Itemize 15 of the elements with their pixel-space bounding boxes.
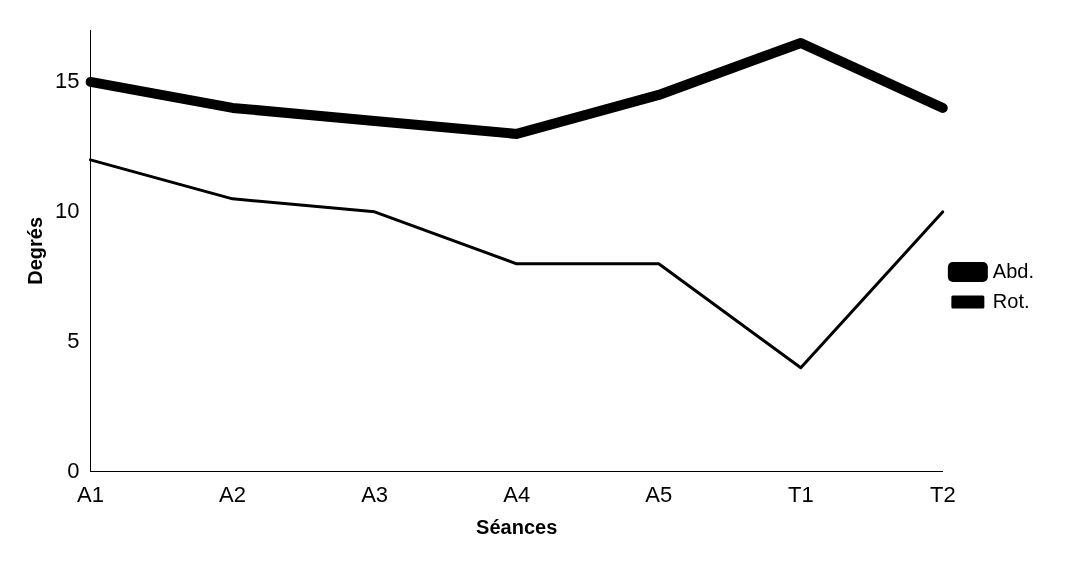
y-axis-title: Degrés <box>23 216 46 285</box>
x-tick-label: A2 <box>219 481 246 507</box>
y-tick-label: 5 <box>67 327 80 353</box>
x-tick-label: T1 <box>787 481 814 507</box>
x-tick-label: A1 <box>77 481 104 507</box>
y-tick-label: 10 <box>54 197 80 223</box>
legend-label: Abd. <box>992 259 1035 282</box>
x-tick-label: A5 <box>645 481 673 507</box>
y-tick-label: 15 <box>54 68 80 94</box>
x-axis-title: Séances <box>476 515 558 538</box>
x-tick-label: T2 <box>930 481 956 507</box>
x-tick-label: A3 <box>361 481 389 507</box>
x-tick-label: A4 <box>503 481 531 507</box>
legend-label: Rot. <box>992 289 1030 312</box>
y-tick-label: 0 <box>67 457 80 483</box>
